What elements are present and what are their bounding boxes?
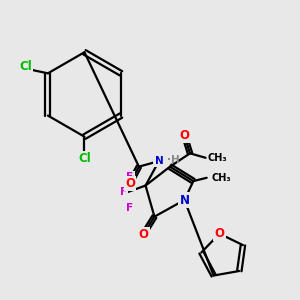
Text: N: N — [179, 194, 189, 206]
Text: O: O — [138, 228, 148, 241]
Text: F: F — [120, 187, 127, 197]
Text: O: O — [214, 227, 224, 240]
Text: ·H: ·H — [167, 155, 179, 165]
Text: O: O — [125, 177, 135, 190]
Text: F: F — [126, 172, 134, 182]
Text: CH₃: CH₃ — [208, 153, 227, 163]
Text: CH₃: CH₃ — [211, 173, 231, 183]
Text: N: N — [154, 156, 163, 166]
Text: F: F — [126, 203, 134, 213]
Text: Cl: Cl — [78, 152, 91, 165]
Text: O: O — [179, 129, 189, 142]
Text: Cl: Cl — [19, 60, 32, 73]
